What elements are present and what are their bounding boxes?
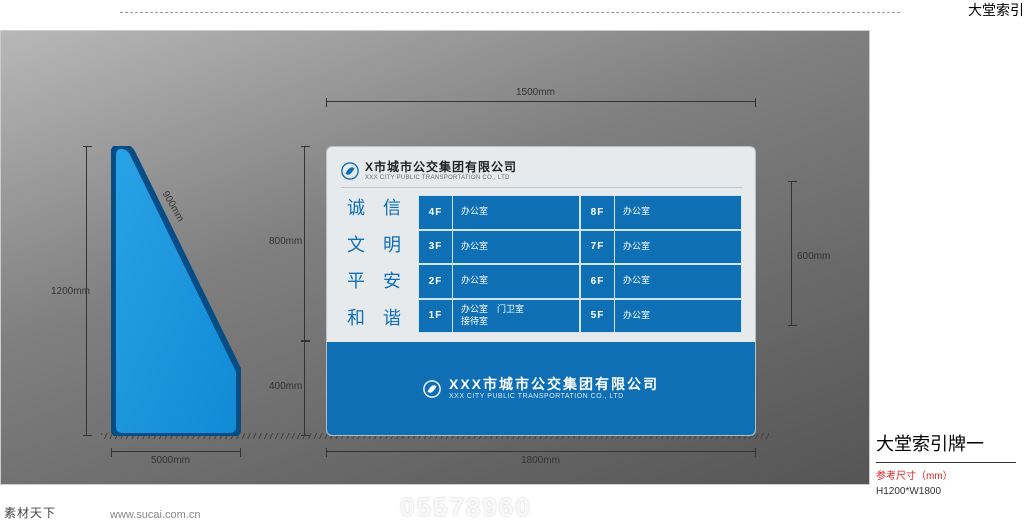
dim-front-base-line: [326, 451, 756, 452]
slogan-char: 明: [383, 231, 401, 262]
dir-floor: 3F: [419, 231, 453, 264]
info-block: 大堂索引牌一 参考尺寸（mm） H1200*W1800: [876, 430, 1016, 497]
dim-front-800-label: 800mm: [269, 236, 302, 247]
dim-top-label: 1500mm: [516, 87, 555, 98]
slogan-char: 信: [383, 194, 401, 225]
bottom-cn: XXX市城市公交集团有限公司: [449, 376, 659, 393]
front-header: X市城市公交集团有限公司 XXX CITY PUBLIC TRANSPORTAT…: [341, 157, 743, 185]
slogan-char: 平: [347, 267, 365, 298]
logo-icon-bottom: [423, 378, 441, 400]
info-divider: [876, 462, 1016, 463]
dir-rooms: 办公室: [615, 275, 741, 287]
info-title: 大堂索引牌一: [876, 430, 1016, 456]
dir-cell: 6F办公室: [580, 264, 742, 299]
dim-side-base-line: [111, 451, 241, 452]
dim-side-base-label: 5000mm: [151, 455, 190, 466]
header-underline: [341, 187, 743, 188]
dir-rooms: 办公室: [453, 206, 579, 218]
dir-cell: 8F办公室: [580, 195, 742, 230]
dim-front-400-label: 400mm: [269, 381, 302, 392]
dir-rooms: 办公室 门卫室 接待室: [453, 304, 579, 327]
front-sign: X市城市公交集团有限公司 XXX CITY PUBLIC TRANSPORTAT…: [326, 146, 756, 436]
dir-cell: 1F办公室 门卫室 接待室: [418, 299, 580, 334]
dim-side-h-label: 1200mm: [51, 286, 90, 297]
dir-floor: 1F: [419, 300, 453, 333]
sideview-shape: [111, 146, 241, 436]
dir-floor: 5F: [581, 300, 615, 333]
dir-rooms: 办公室: [615, 241, 741, 253]
watermark-left: 素材天下: [4, 504, 56, 521]
dir-cell: 3F办公室: [418, 230, 580, 265]
dir-cell: 4F办公室: [418, 195, 580, 230]
dir-cell: 7F办公室: [580, 230, 742, 265]
front-body: 诚信文明平安和谐 4F办公室8F办公室3F办公室7F办公室2F办公室6F办公室1…: [341, 194, 743, 334]
dir-floor: 6F: [581, 265, 615, 298]
stage: 1500mm 1200mm 900mm 5000mm 800mm 400mm 6…: [0, 30, 870, 485]
dim-top-line: [326, 101, 756, 102]
dim-front-right-label: 600mm: [797, 251, 830, 262]
dir-rooms: 办公室: [453, 275, 579, 287]
header-cn: X市城市公交集团有限公司: [365, 161, 517, 173]
dir-rooms: 办公室: [453, 241, 579, 253]
slogan-char: 文: [347, 231, 365, 262]
info-size: H1200*W1800: [876, 486, 1016, 497]
header-en: XXX CITY PUBLIC TRANSPORTATION CO., LTD: [365, 175, 517, 181]
dir-floor: 7F: [581, 231, 615, 264]
slogan-char: 谐: [383, 304, 401, 335]
dir-floor: 8F: [581, 196, 615, 229]
dir-rooms: 办公室: [615, 310, 741, 322]
dir-cell: 5F办公室: [580, 299, 742, 334]
logo-icon: [341, 162, 359, 180]
dir-rooms: 办公室: [615, 206, 741, 218]
dir-floor: 4F: [419, 196, 453, 229]
top-cut-text: 大堂索引: [968, 0, 1024, 20]
dir-floor: 2F: [419, 265, 453, 298]
watermark-url: www.sucai.com.cn: [110, 509, 200, 521]
slogan-char: 诚: [347, 194, 365, 225]
info-unit: 参考尺寸（mm）: [876, 467, 1016, 482]
slogan-block: 诚信文明平安和谐: [341, 194, 407, 334]
watermark-id: 05578960: [400, 492, 532, 523]
top-ruler: [120, 12, 900, 13]
dir-cell: 2F办公室: [418, 264, 580, 299]
front-top-panel: X市城市公交集团有限公司 XXX CITY PUBLIC TRANSPORTAT…: [327, 147, 755, 342]
dim-front-base-label: 1800mm: [521, 455, 560, 466]
directory-table: 4F办公室8F办公室3F办公室7F办公室2F办公室6F办公室1F办公室 门卫室 …: [417, 194, 743, 334]
dim-front-400-line: [304, 341, 305, 436]
slogan-char: 和: [347, 304, 365, 335]
bottom-en: XXX CITY PUBLIC TRANSPORTATION CO., LTD: [449, 393, 624, 401]
dim-front-800-line: [304, 146, 305, 341]
slogan-char: 安: [383, 267, 401, 298]
dim-front-right-line: [791, 181, 792, 326]
front-bottom-panel: XXX市城市公交集团有限公司 XXX CITY PUBLIC TRANSPORT…: [327, 342, 755, 435]
canvas: 大堂索引 1500mm 1200mm 900mm 5000mm 800mm 40…: [0, 0, 1024, 527]
